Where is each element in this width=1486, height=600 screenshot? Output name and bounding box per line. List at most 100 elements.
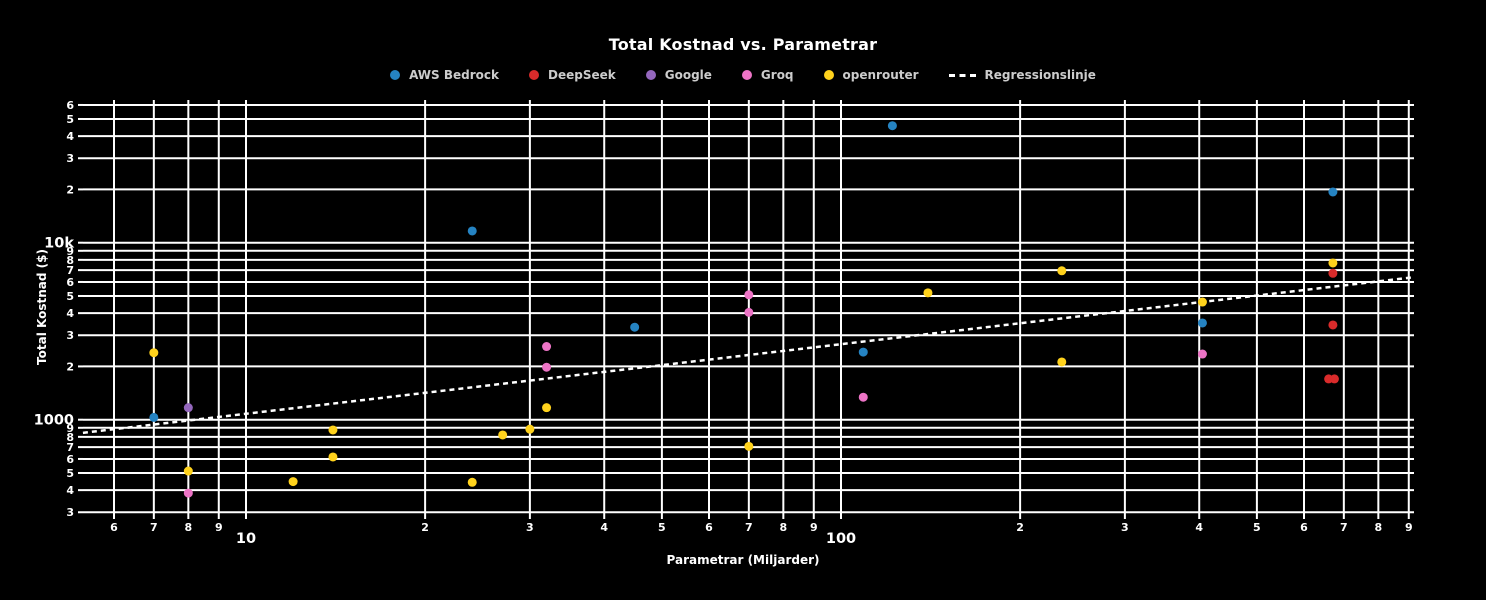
legend-marker-icon	[741, 70, 752, 80]
x-tick-label: 2	[421, 521, 429, 534]
legend-label: Google	[664, 68, 712, 82]
legend-marker-icon	[390, 70, 401, 80]
data-point-openrouter	[498, 430, 508, 440]
y-tick-label: 4	[66, 130, 74, 143]
data-point-aws-bedrock	[1197, 318, 1207, 328]
y-tick-label: 6	[66, 276, 74, 289]
x-tick-label: 3	[1121, 521, 1129, 534]
data-point-deepseek	[1329, 374, 1339, 384]
legend: AWS Bedrock DeepSeek Google Groq openrouter R…	[0, 68, 1486, 82]
y-tick-label: 6	[66, 453, 74, 466]
y-tick-label: 10k	[44, 236, 74, 252]
y-tick-label: 2	[66, 183, 74, 196]
legend-label: openrouter	[842, 68, 919, 82]
x-tick-label: 6	[1300, 521, 1308, 534]
y-tick-label: 4	[66, 307, 74, 320]
data-point-openrouter	[1057, 357, 1067, 367]
data-point-aws-bedrock	[1328, 187, 1338, 197]
legend-item-openrouter[interactable]: openrouter	[823, 68, 919, 82]
data-point-groq	[183, 488, 193, 498]
y-axis-title: Total Kostnad ($)	[35, 249, 49, 365]
legend-label: Regressionslinje	[984, 68, 1096, 82]
data-point-aws-bedrock	[858, 347, 868, 357]
legend-marker-icon	[823, 70, 834, 80]
y-tick-label: 4	[66, 484, 74, 497]
y-tick-label: 5	[66, 113, 74, 126]
data-point-groq	[744, 307, 754, 317]
x-tick-label: 5	[1253, 521, 1261, 534]
x-tick-label: 6	[110, 521, 118, 534]
series-aws-bedrock	[149, 121, 1338, 422]
series-google	[183, 403, 193, 413]
legend-label: AWS Bedrock	[409, 68, 499, 82]
regression-line	[82, 275, 1415, 435]
data-point-openrouter	[183, 466, 193, 476]
data-point-openrouter	[288, 477, 298, 487]
y-tick-label: 9	[66, 422, 74, 435]
y-tick-label: 7	[66, 264, 74, 277]
data-point-groq	[744, 290, 754, 300]
x-tick-label: 5	[658, 521, 666, 534]
data-point-aws-bedrock	[630, 322, 640, 332]
data-point-google	[183, 403, 193, 413]
data-point-openrouter	[149, 348, 159, 358]
data-point-groq	[858, 392, 868, 402]
y-tick-label: 5	[66, 467, 74, 480]
legend-marker-icon	[529, 70, 539, 80]
y-tick-label: 3	[66, 329, 74, 342]
chart-title: Total Kostnad vs. Parametrar	[608, 35, 878, 54]
legend-item-deepseek[interactable]: DeepSeek	[529, 68, 616, 82]
data-point-openrouter	[525, 424, 535, 434]
data-point-openrouter	[923, 288, 933, 298]
y-tick-label: 1000	[34, 413, 74, 429]
legend-marker-icon	[645, 70, 656, 80]
legend-label: DeepSeek	[548, 68, 616, 82]
data-point-openrouter	[1057, 266, 1067, 276]
y-tick-label: 8	[66, 254, 74, 267]
x-tick-label: 7	[745, 521, 753, 534]
data-point-aws-bedrock	[149, 412, 159, 422]
legend-dashed-line-icon	[948, 73, 976, 77]
series-openrouter	[149, 258, 1338, 487]
x-tick-label: 3	[526, 521, 534, 534]
legend-label: Groq	[760, 68, 794, 82]
data-point-openrouter	[744, 441, 754, 451]
x-tick-label: 8	[185, 521, 193, 534]
y-tick-label: 7	[66, 441, 74, 454]
y-tick-label: 5	[66, 290, 74, 303]
x-tick-label: 9	[215, 521, 223, 534]
y-tick-label: 3	[66, 152, 74, 165]
x-tick-label: 9	[1405, 521, 1413, 534]
y-tick-label: 2	[66, 360, 74, 373]
legend-item-aws-bedrock[interactable]: AWS Bedrock	[390, 68, 499, 82]
x-tick-label: 10	[236, 531, 256, 547]
x-tick-label: 7	[150, 521, 158, 534]
legend-item-groq[interactable]: Groq	[741, 68, 794, 82]
x-tick-label: 7	[1340, 521, 1348, 534]
data-point-groq	[542, 342, 552, 352]
x-tick-label: 8	[1375, 521, 1383, 534]
legend-item-regressionslinje[interactable]: Regressionslinje	[948, 68, 1096, 82]
data-point-openrouter	[1328, 258, 1338, 268]
data-point-openrouter	[328, 452, 338, 462]
x-tick-label: 100	[826, 531, 856, 547]
data-point-aws-bedrock	[467, 226, 477, 236]
y-tick-label: 3	[66, 506, 74, 519]
x-tick-label: 4	[600, 521, 608, 534]
legend-item-google[interactable]: Google	[645, 68, 712, 82]
x-tick-label: 4	[1195, 521, 1203, 534]
x-axis-title: Parametrar (Miljarder)	[666, 553, 820, 567]
x-tick-label: 9	[810, 521, 818, 534]
series-groq	[183, 290, 1207, 498]
series-deepseek	[1324, 268, 1339, 384]
x-gridlines: 6 7 8 9 10 2 3 4 5 6 7 8 9 100 2 3 4 5 6 7 8 9	[110, 100, 1413, 547]
data-point-openrouter	[467, 477, 477, 487]
data-point-openrouter	[1197, 297, 1207, 307]
x-tick-label: 8	[780, 521, 788, 534]
y-tick-label: 6	[66, 99, 74, 112]
x-tick-label: 6	[705, 521, 713, 534]
data-point-deepseek	[1328, 320, 1338, 330]
